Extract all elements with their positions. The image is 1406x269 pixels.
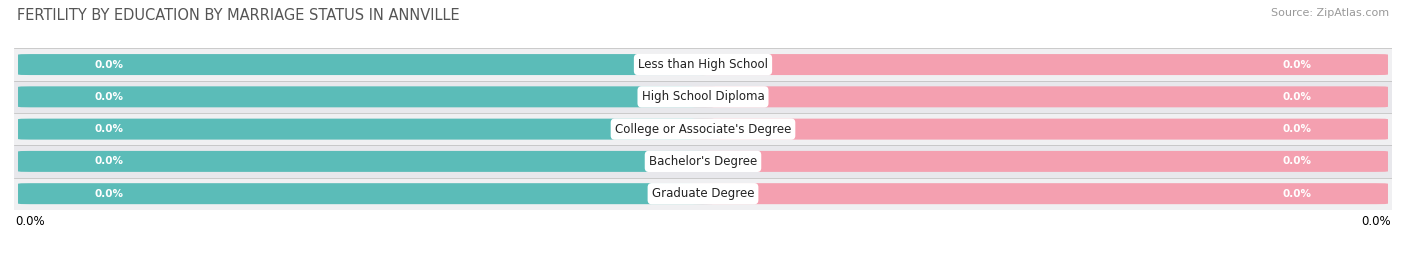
Bar — [14, 81, 1392, 113]
Bar — [14, 145, 1392, 178]
FancyBboxPatch shape — [692, 86, 1388, 107]
Text: Source: ZipAtlas.com: Source: ZipAtlas.com — [1271, 8, 1389, 18]
Legend: Married, Unmarried: Married, Unmarried — [609, 264, 797, 269]
FancyBboxPatch shape — [692, 183, 1388, 204]
FancyBboxPatch shape — [692, 54, 1388, 75]
FancyBboxPatch shape — [18, 183, 714, 204]
Bar — [14, 178, 1392, 210]
FancyBboxPatch shape — [692, 151, 1388, 172]
Text: 0.0%: 0.0% — [1282, 92, 1312, 102]
Text: FERTILITY BY EDUCATION BY MARRIAGE STATUS IN ANNVILLE: FERTILITY BY EDUCATION BY MARRIAGE STATU… — [17, 8, 460, 23]
Text: 0.0%: 0.0% — [94, 124, 124, 134]
Text: 0.0%: 0.0% — [94, 92, 124, 102]
FancyBboxPatch shape — [18, 119, 714, 140]
FancyBboxPatch shape — [18, 151, 714, 172]
Text: 0.0%: 0.0% — [1282, 59, 1312, 70]
FancyBboxPatch shape — [18, 54, 714, 75]
Text: 0.0%: 0.0% — [1282, 124, 1312, 134]
FancyBboxPatch shape — [692, 119, 1388, 140]
Text: 0.0%: 0.0% — [94, 156, 124, 167]
Bar — [14, 48, 1392, 81]
Text: Graduate Degree: Graduate Degree — [652, 187, 754, 200]
Bar — [14, 113, 1392, 145]
Text: 0.0%: 0.0% — [94, 59, 124, 70]
FancyBboxPatch shape — [18, 86, 714, 107]
Text: 0.0%: 0.0% — [1282, 156, 1312, 167]
Text: 0.0%: 0.0% — [94, 189, 124, 199]
Text: High School Diploma: High School Diploma — [641, 90, 765, 103]
Text: 0.0%: 0.0% — [1282, 189, 1312, 199]
Text: Less than High School: Less than High School — [638, 58, 768, 71]
Text: College or Associate's Degree: College or Associate's Degree — [614, 123, 792, 136]
Text: Bachelor's Degree: Bachelor's Degree — [650, 155, 756, 168]
